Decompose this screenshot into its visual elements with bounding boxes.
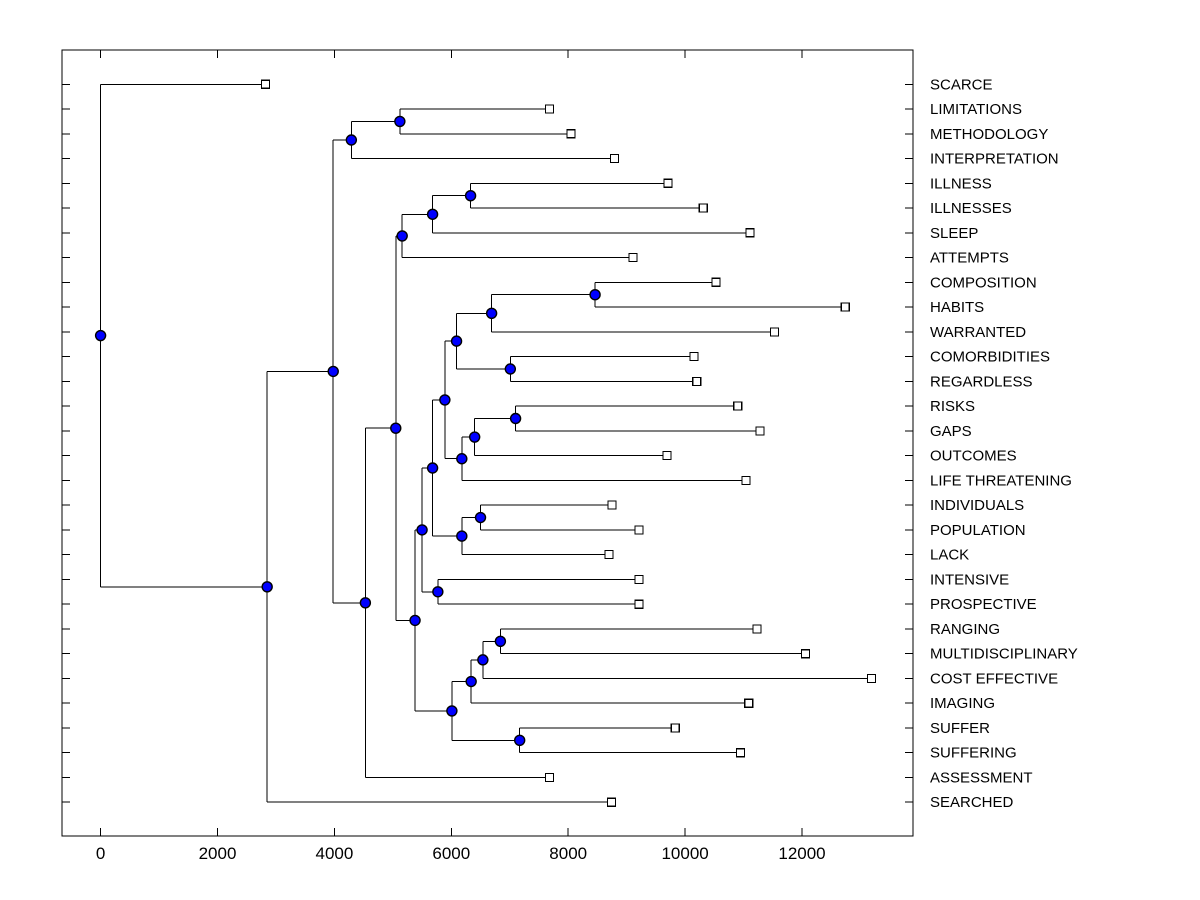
branch-node-marker — [446, 705, 458, 717]
leaf-node-marker — [741, 475, 751, 485]
x-tick-label: 4000 — [315, 844, 353, 863]
branch-node-marker — [589, 289, 601, 301]
leaf-node-marker — [711, 277, 721, 287]
leaf-node-marker — [606, 797, 617, 807]
branch-node-marker — [474, 511, 487, 524]
branch-node-marker — [465, 675, 477, 688]
leaf-node-marker — [866, 673, 877, 684]
branch-node-marker — [456, 530, 468, 542]
leaf-node-marker — [634, 599, 644, 609]
leaf-node-marker — [744, 698, 754, 708]
leaf-node-marker — [769, 327, 780, 337]
x-tick-label: 0 — [96, 844, 105, 863]
branch-node-marker — [359, 597, 372, 609]
leaf-node-marker — [662, 451, 672, 461]
leaf-label: ILLNESS — [930, 175, 992, 192]
branch-node-marker — [450, 335, 463, 347]
branch-node-marker — [504, 363, 517, 375]
leaf-node-marker — [609, 153, 619, 164]
leaf-node-marker — [698, 203, 708, 213]
leaf-label: SLEEP — [930, 225, 978, 242]
leaf-label: COST EFFECTIVE — [930, 670, 1058, 687]
leaf-node-marker — [544, 104, 555, 114]
leaf-label: INDIVIDUALS — [930, 497, 1024, 514]
branch-node-marker — [509, 412, 522, 425]
x-tick-label: 6000 — [432, 844, 470, 863]
leaf-node-marker — [689, 352, 699, 362]
leaf-label: RANGING — [930, 621, 1000, 638]
leaf-label: COMPOSITION — [930, 274, 1037, 291]
leaf-label: SUFFERING — [930, 745, 1017, 762]
branch-node-marker — [261, 581, 273, 593]
leaf-label: LIFE THREATENING — [930, 472, 1072, 489]
branch-node-marker — [390, 422, 402, 434]
branch-node-marker — [396, 230, 408, 242]
leaf-label: IMAGING — [930, 695, 995, 712]
leaf-label: METHODOLOGY — [930, 126, 1048, 143]
leaf-label: INTERPRETATION — [930, 151, 1059, 168]
branch-node-marker — [456, 453, 468, 465]
leaf-node-marker — [634, 574, 644, 585]
leaf-label: GAPS — [930, 423, 972, 440]
leaf-label: SUFFER — [930, 720, 990, 737]
leaf-label: SCARCE — [930, 76, 993, 93]
branch-node-marker — [485, 307, 498, 319]
x-tick-label: 12000 — [778, 844, 825, 863]
branch-node-marker — [94, 329, 107, 342]
branch-node-marker — [426, 208, 439, 220]
leaf-node-marker — [800, 649, 811, 659]
leaf-node-marker — [736, 748, 746, 758]
leaf-node-marker — [566, 129, 576, 139]
x-tick-label: 2000 — [199, 844, 237, 863]
leaf-label: INTENSIVE — [930, 571, 1009, 588]
branch-node-marker — [327, 365, 339, 378]
leaf-label: PROSPECTIVE — [930, 596, 1037, 613]
leaf-node-marker — [840, 302, 850, 312]
leaf-label: WARRANTED — [930, 324, 1026, 341]
branch-node-marker — [409, 614, 421, 627]
leaf-node-marker — [733, 401, 743, 411]
leaf-label: LACK — [930, 547, 969, 564]
leaf-label: COMORBIDITIES — [930, 349, 1050, 366]
branch-node-marker — [494, 635, 507, 647]
leaf-label: OUTCOMES — [930, 448, 1017, 465]
leaf-node-marker — [544, 772, 555, 783]
plot-box — [61, 49, 914, 837]
leaf-node-marker — [752, 624, 762, 634]
leaf-label: REGARDLESS — [930, 373, 1033, 390]
leaf-node-marker — [628, 252, 638, 263]
leaf-node-marker — [670, 723, 680, 733]
branch-node-marker — [477, 654, 489, 666]
leaf-label: ASSESSMENT — [930, 769, 1033, 786]
x-tick-label: 10000 — [661, 844, 708, 863]
branch-node-marker — [394, 115, 406, 128]
leaf-node-marker — [692, 376, 702, 386]
leaf-label: HABITS — [930, 299, 984, 316]
leaf-node-marker — [634, 525, 644, 535]
x-tick-label: 8000 — [549, 844, 587, 863]
leaf-node-marker — [604, 550, 614, 560]
leaf-node-marker — [663, 178, 673, 188]
leaf-node-marker — [260, 79, 271, 89]
leaf-label: POPULATION — [930, 522, 1026, 539]
branch-node-marker — [439, 394, 451, 406]
leaf-label: SEARCHED — [930, 794, 1014, 811]
leaf-node-marker — [745, 228, 755, 238]
branch-node-marker — [426, 462, 439, 474]
leaf-label: LIMITATIONS — [930, 101, 1022, 118]
branch-node-marker — [464, 189, 477, 202]
leaf-node-marker — [755, 426, 765, 436]
branch-node-marker — [513, 734, 526, 747]
branch-node-marker — [432, 586, 444, 598]
leaf-node-marker — [607, 500, 617, 510]
branch-node-marker — [345, 134, 358, 146]
branch-node-marker — [468, 431, 481, 443]
leaf-label: MULTIDISCIPLINARY — [930, 646, 1078, 663]
leaf-label: RISKS — [930, 398, 975, 415]
leaf-label: ATTEMPTS — [930, 250, 1009, 267]
branch-node-marker — [416, 524, 428, 536]
leaf-label: ILLNESSES — [930, 200, 1012, 217]
